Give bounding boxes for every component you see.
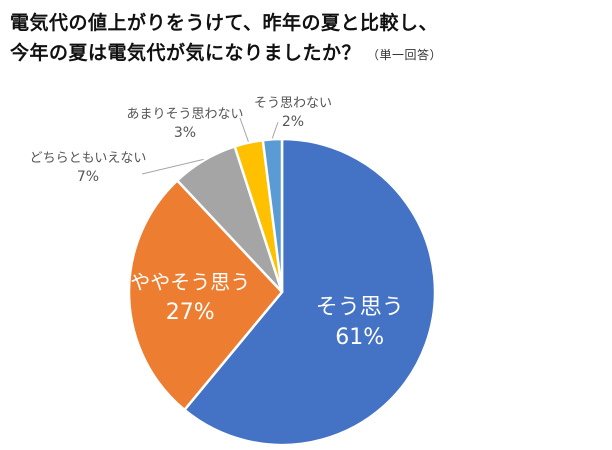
leader-line-5 bbox=[271, 121, 279, 139]
slice-labels: そう思う 61% ややそう思う 27% どちらともいえない 7% あまりそう思わない 3% そう… bbox=[30, 96, 404, 350]
slice-label-5: そう思わない bbox=[254, 96, 332, 111]
slice-value-3: 7% bbox=[77, 169, 99, 185]
leader-lines bbox=[141, 117, 279, 175]
pie-slice-5 bbox=[261, 137, 284, 293]
leader-line-3 bbox=[141, 158, 204, 175]
leader-line-4 bbox=[239, 117, 249, 142]
slice-label-3: どちらともいえない bbox=[30, 151, 147, 166]
slice-label-4: あまりそう思わない bbox=[126, 107, 243, 122]
chart-title-line-2: 今年の夏は電気代が気になりましたか？ （単一回答） bbox=[10, 38, 442, 65]
answer-type-note: （単一回答） bbox=[367, 48, 443, 62]
slice-label-1: そう思う bbox=[316, 295, 404, 320]
slice-value-5: 2% bbox=[282, 114, 304, 130]
pie-slice-1 bbox=[182, 137, 437, 447]
chart-title-line-2-text: 今年の夏は電気代が気になりましたか？ bbox=[10, 42, 362, 64]
slice-value-1: 61% bbox=[335, 325, 384, 350]
slice-value-4: 3% bbox=[174, 125, 196, 141]
chart-title-line-1: 電気代の値上がりをうけて、昨年の夏と比較し、 bbox=[10, 12, 439, 34]
pie-slices bbox=[127, 137, 437, 447]
pie-slice-2 bbox=[127, 178, 284, 412]
slice-value-2: 27% bbox=[166, 300, 215, 325]
slice-label-2: ややそう思う bbox=[130, 270, 250, 294]
